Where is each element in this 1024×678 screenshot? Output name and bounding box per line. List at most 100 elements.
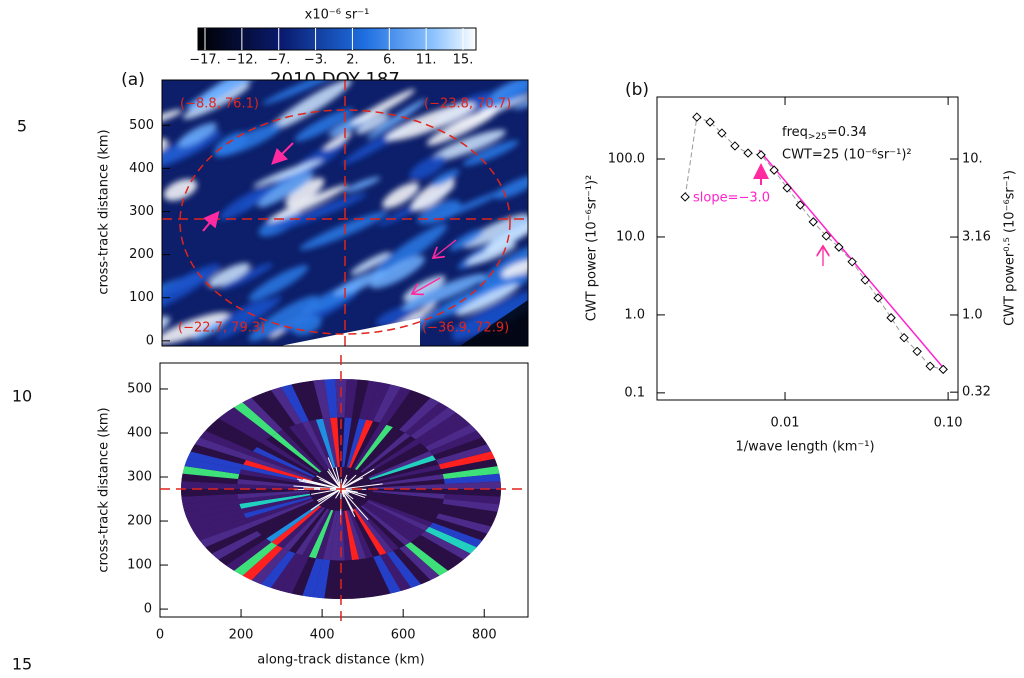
y-tick-label: 200 <box>129 247 154 262</box>
plot-frame <box>657 97 958 400</box>
wedge <box>21 489 94 504</box>
x-tick-label: 600 <box>391 628 416 643</box>
wedge <box>24 443 98 465</box>
wedge <box>551 372 623 409</box>
wedge <box>494 616 555 663</box>
y-tick-label: 400 <box>129 161 154 176</box>
wedge <box>28 524 103 549</box>
wedge <box>21 474 94 489</box>
y-tick-label: 500 <box>127 381 152 396</box>
wedge <box>28 428 103 453</box>
annotation-part: >25 <box>808 132 827 142</box>
data-point <box>939 365 947 373</box>
x-tick-label: 0.01 <box>771 416 800 431</box>
data-point <box>887 314 895 322</box>
colorbar-tick-label: 15. <box>453 53 474 68</box>
annotation-part: =0.34 <box>827 125 867 140</box>
annotation: slope=−3.0 <box>693 191 770 206</box>
colorbar-tick-label: −17. <box>189 53 221 68</box>
y-axis-label: CWT power (10⁻⁶sr⁻¹)² <box>585 175 600 321</box>
wedge <box>181 637 232 674</box>
line-number: 5 <box>17 117 27 136</box>
wedge <box>542 579 613 618</box>
y-tick-label: 100 <box>129 290 154 305</box>
wedge <box>560 558 633 592</box>
wedge <box>22 458 96 477</box>
wedge <box>542 360 613 399</box>
x-tick-label: 800 <box>472 628 497 643</box>
wedge <box>58 372 130 409</box>
y-tick-label: 300 <box>129 204 154 219</box>
colorbar-tick-label: −12. <box>226 53 258 68</box>
data-point <box>809 218 817 226</box>
data-point <box>861 276 869 284</box>
x-tick-label: 200 <box>229 628 254 643</box>
y-tick-label: 1.0 <box>624 307 645 322</box>
data-point <box>693 113 701 121</box>
y-tick-label: 10.0 <box>616 229 645 244</box>
line-number: 10 <box>12 387 32 406</box>
wedge <box>434 642 481 674</box>
wedge <box>587 458 661 477</box>
colorbar-tick-label: 6. <box>383 53 395 68</box>
panel-label: (b) <box>625 80 649 100</box>
x-tick-label: 400 <box>310 628 335 643</box>
x-axis-label: 1/wave length (km⁻¹) <box>735 440 874 455</box>
wedge <box>24 513 98 535</box>
annotation-part: freq <box>782 125 808 140</box>
wedge <box>587 501 661 520</box>
colorbar-tick-label: −7. <box>267 53 290 68</box>
y-axis-label: cross-track distance (km) <box>97 129 112 294</box>
y2-tick-label: 3.16 <box>962 230 991 245</box>
x-axis-label: along-track distance (km) <box>257 653 424 668</box>
wedge <box>531 348 600 389</box>
wedge <box>560 386 633 420</box>
y-tick-label: 400 <box>127 425 152 440</box>
corner-label: (−36.9, 72.9) <box>422 321 509 336</box>
y-tick-label: 300 <box>127 470 152 485</box>
wedge <box>588 489 661 504</box>
line-number: 15 <box>12 655 32 674</box>
wedge <box>82 589 151 630</box>
wedge <box>144 623 202 671</box>
colorbar-tick-label: −3. <box>304 53 327 68</box>
wedge <box>588 474 661 489</box>
panel-label: (a) <box>121 70 145 90</box>
annotation: freq>25=0.34 <box>782 125 867 142</box>
data-point <box>744 149 752 157</box>
wedge <box>568 400 642 431</box>
wedge <box>96 599 163 642</box>
y-tick-label: 100 <box>127 558 152 573</box>
data-point <box>783 184 791 192</box>
wedge <box>574 536 649 564</box>
y2-tick-label: 0.32 <box>962 385 991 400</box>
x-tick-label: 0 <box>156 628 164 643</box>
y-tick-label: 0 <box>146 333 154 348</box>
wedge <box>519 336 586 379</box>
wedge <box>531 589 600 630</box>
wedge <box>70 579 141 618</box>
wedge <box>58 569 130 606</box>
y-tick-label: 100.0 <box>608 151 645 166</box>
x-tick-label: 0.10 <box>934 416 963 431</box>
wedge <box>551 569 623 606</box>
data-point <box>770 166 778 174</box>
data-point <box>731 142 739 150</box>
wedge <box>162 630 217 674</box>
corner-label: (−22.7, 79.3) <box>178 321 265 336</box>
wedge <box>22 501 96 520</box>
wedge <box>201 642 248 674</box>
data-point <box>848 258 856 266</box>
wedge <box>568 547 642 578</box>
y2-axis-label: CWT power⁰·⁵ (10⁻⁶sr⁻¹) <box>1003 170 1018 326</box>
colorbar-unit: x10⁻⁶ sr⁻¹ <box>305 8 370 23</box>
y2-tick-label: 10. <box>962 152 983 167</box>
wedge <box>519 599 586 642</box>
wedge <box>574 414 649 442</box>
y-tick-label: 0 <box>144 602 152 617</box>
wedge <box>584 443 658 465</box>
colorbar-tick-label: 2. <box>346 53 358 68</box>
y-axis-label: cross-track distance (km) <box>97 407 112 572</box>
wedge <box>584 513 658 535</box>
